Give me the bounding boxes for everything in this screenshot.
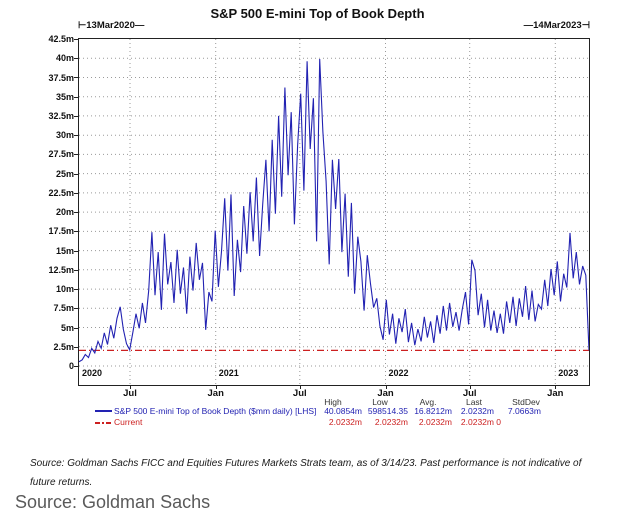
x-axis-year-label: 2023 [558,368,579,378]
y-axis-label: 20m [55,207,74,218]
y-axis-tick [74,39,78,40]
current-line-swatch [95,422,112,424]
x-axis-year-label: 2022 [388,368,409,378]
stats-series-value: 7.0663m [507,406,541,416]
y-axis-label: 32.5m [48,110,74,121]
stats-series-value: 2.0232m [460,406,494,416]
x-axis-month-label: Jul [123,388,137,399]
y-axis-tick [74,116,78,117]
y-axis-tick [74,154,78,155]
x-axis-tick [300,385,301,389]
y-axis-tick [74,97,78,98]
source-caption: Source: Goldman Sachs [15,492,211,512]
y-axis-label: 17.5m [48,226,74,237]
end-date-annotation: —14Mar2023⊣ [523,20,590,31]
x-axis-month-label: Jan [207,388,224,399]
series-legend-label: S&P 500 E-mini Top of Book Depth ($mm da… [114,406,317,416]
x-axis-tick [470,385,471,389]
y-axis-tick [74,251,78,252]
stats-current-value: 0 [496,417,501,427]
y-axis-label: 0 [68,361,74,371]
source-note: Source: Goldman Sachs FICC and Equities … [30,458,582,488]
y-axis-label: 5m [60,322,74,333]
stats-series-value: 16.8212m [414,406,452,416]
y-axis-label: 2.5m [53,341,74,352]
x-axis-tick [555,385,556,389]
x-axis-month-label: Jul [292,388,307,399]
y-axis-label: 15m [55,245,74,256]
stats-current-value: 2.0232m [460,417,494,427]
y-axis-tick [74,135,78,136]
stats-current-value: 2.0232m [374,417,408,427]
y-axis-tick [74,366,78,367]
y-axis-label: 35m [55,91,74,102]
y-axis-label: 7.5m [53,303,74,314]
x-axis-year-label: 2020 [82,368,103,378]
y-axis-tick [74,193,78,194]
y-axis-tick [74,77,78,78]
stats-header: StdDev [512,397,540,407]
stats-header: High [324,397,342,407]
y-axis-label: 25m [55,168,74,179]
y-axis-label: 37.5m [48,72,74,83]
y-axis-label: 30m [55,130,74,141]
y-axis-tick [74,212,78,213]
stats-current-value: 2.0232m [328,417,362,427]
y-axis-label: 22.5m [48,187,74,198]
depth-series-line [78,58,590,363]
y-axis-label: 42.5m [48,34,74,44]
x-axis-month-label: Jul [462,388,477,399]
x-axis-tick [216,385,217,389]
plot-area [78,38,590,386]
start-date-annotation: ⊢13Mar2020— [78,20,145,31]
y-axis-tick [74,174,78,175]
y-axis-label: 40m [55,53,74,64]
current-legend-label: Current [114,417,143,427]
x-axis-year-label: 2021 [218,368,239,378]
series-line-swatch [95,410,112,412]
y-axis-tick [74,347,78,348]
stats-header: Low [372,397,388,407]
stats-series-value: 598514.35 [367,406,408,416]
chart-title: S&P 500 E-mini Top of Book Depth [210,6,425,21]
stats-header: Last [465,397,483,407]
stats-series-value: 40.0854m [324,406,362,416]
stats-current-value: 2.0232m [418,417,452,427]
chart-svg [78,39,590,385]
y-axis-label: 12.5m [48,264,74,275]
x-axis-month-label: Jan [547,388,564,399]
x-axis-tick [130,385,131,389]
x-axis-month-label: Jan [377,388,394,399]
x-axis-tick [386,385,387,389]
y-axis-tick [74,328,78,329]
y-axis-tick [74,231,78,232]
stats-header: Avg. [419,397,437,407]
y-axis-label: 10m [55,284,74,295]
y-axis-tick [74,289,78,290]
y-axis-tick [74,58,78,59]
y-axis-label: 27.5m [48,149,74,160]
y-axis-tick [74,270,78,271]
y-axis-tick [74,308,78,309]
